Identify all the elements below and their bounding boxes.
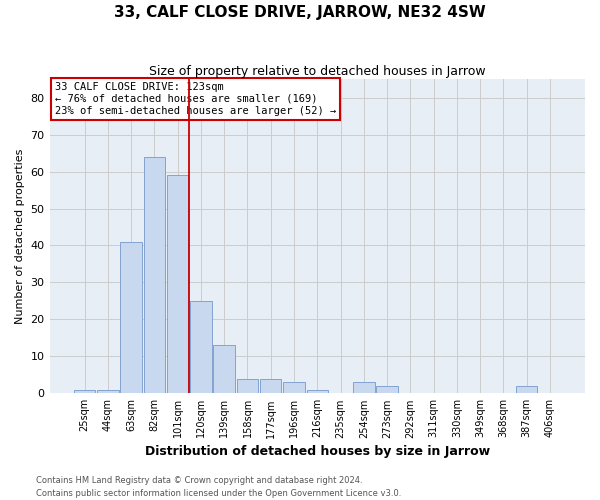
Bar <box>237 378 258 394</box>
Bar <box>516 386 538 394</box>
X-axis label: Distribution of detached houses by size in Jarrow: Distribution of detached houses by size … <box>145 444 490 458</box>
Y-axis label: Number of detached properties: Number of detached properties <box>15 148 25 324</box>
Bar <box>214 346 235 394</box>
Bar <box>353 382 374 394</box>
Text: Contains HM Land Registry data © Crown copyright and database right 2024.
Contai: Contains HM Land Registry data © Crown c… <box>36 476 401 498</box>
Text: 33 CALF CLOSE DRIVE: 123sqm
← 76% of detached houses are smaller (169)
23% of se: 33 CALF CLOSE DRIVE: 123sqm ← 76% of det… <box>55 82 336 116</box>
Bar <box>190 301 212 394</box>
Bar <box>121 242 142 394</box>
Bar <box>376 386 398 394</box>
Bar <box>74 390 95 394</box>
Bar <box>260 378 281 394</box>
Bar <box>283 382 305 394</box>
Title: Size of property relative to detached houses in Jarrow: Size of property relative to detached ho… <box>149 65 485 78</box>
Text: 33, CALF CLOSE DRIVE, JARROW, NE32 4SW: 33, CALF CLOSE DRIVE, JARROW, NE32 4SW <box>114 5 486 20</box>
Bar <box>307 390 328 394</box>
Bar <box>97 390 119 394</box>
Bar <box>143 157 165 394</box>
Bar <box>167 176 188 394</box>
